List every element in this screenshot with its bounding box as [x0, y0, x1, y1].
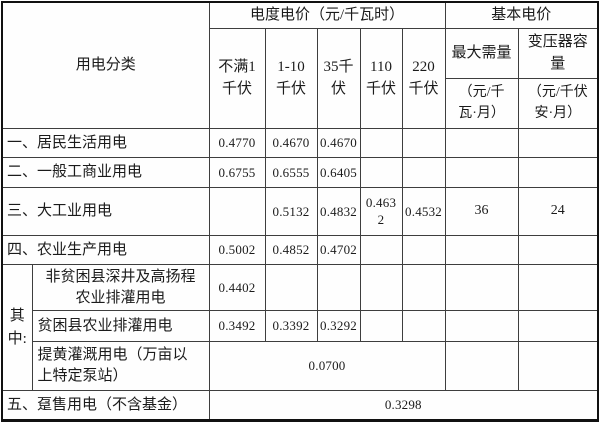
empty-cell [444, 310, 519, 342]
empty-cell [359, 264, 403, 311]
transformer-capacity-unit: （元/千伏 安·月） [517, 78, 599, 129]
price-cell: 0.3392 [264, 310, 318, 342]
price-cell: 0.5002 [208, 235, 266, 265]
empty-cell [264, 264, 318, 311]
merged-price-cell: 0.0700 [208, 341, 446, 391]
merged-price-cell: 0.3298 [208, 390, 599, 421]
empty-cell [444, 341, 519, 391]
sub-row-label: 非贫困县深井及高扬程农业排灌用电 [31, 264, 210, 311]
voltage-header-110kv: 110 千伏 [359, 28, 403, 129]
price-cell: 36 [444, 187, 519, 236]
table-row-residential: 一、居民生活用电 0.4770 0.4670 0.4670 [1, 128, 599, 158]
price-cell: 0.4832 [316, 187, 361, 236]
empty-cell [517, 264, 599, 311]
empty-cell [444, 128, 519, 158]
empty-cell [517, 157, 599, 188]
empty-cell [517, 235, 599, 265]
price-cell: 0.6755 [208, 157, 266, 188]
header-row-voltages: 不满1 千伏 1-10 千伏 35千 伏 110 千伏 220 千伏 最大需量 … [2, 28, 599, 129]
empty-cell [208, 187, 266, 236]
price-cell: 24 [517, 187, 599, 236]
empty-cell [517, 310, 599, 342]
empty-cell [401, 235, 446, 265]
basic-price-header: 基本电价 [444, 1, 599, 29]
table-row-yellow-river-pumping: 提黄灌溉用电（万亩以上特定泵站） 0.0700 [2, 341, 599, 391]
price-cell: 0.4670 [264, 128, 318, 158]
sub-row-label: 提黄灌溉用电（万亩以上特定泵站） [31, 341, 210, 391]
price-cell: 0.4702 [316, 235, 361, 265]
empty-cell [316, 264, 361, 311]
among-which-label: 其中: [1, 264, 33, 391]
max-demand-header: 最大需量 [444, 28, 519, 79]
empty-cell [444, 157, 519, 188]
max-demand-unit: （元/千 瓦·月） [444, 78, 519, 129]
price-cell: 0.4852 [264, 235, 318, 265]
sub-row-label: 贫困县农业排灌用电 [31, 310, 210, 342]
empty-cell [359, 128, 403, 158]
voltage-header-1-10kv: 1-10 千伏 [264, 28, 318, 129]
table-row-commercial: 二、一般工商业用电 0.6755 0.6555 0.6405 [1, 157, 599, 188]
transformer-capacity-header: 变压器容 量 [517, 28, 599, 79]
voltage-header-35kv: 35千 伏 [316, 28, 361, 129]
price-cell: 0.5132 [264, 187, 318, 236]
empty-cell [401, 128, 446, 158]
usage-category-header: 用电分类 [1, 1, 210, 129]
empty-cell [444, 264, 519, 311]
empty-cell [401, 310, 446, 342]
row-label: 二、一般工商业用电 [1, 157, 210, 188]
row-label: 五、趸售用电（不含基金） [1, 390, 210, 421]
price-cell: 0.4632 [359, 187, 403, 236]
price-cell: 0.4532 [401, 187, 446, 236]
empty-cell [444, 235, 519, 265]
voltage-header-220kv: 220 千伏 [401, 28, 446, 129]
price-cell: 0.6405 [316, 157, 361, 188]
empty-cell [517, 341, 599, 391]
price-cell: 0.4402 [208, 264, 266, 311]
table-row-wholesale: 五、趸售用电（不含基金） 0.3298 [1, 390, 599, 421]
table-row-non-poor-irrigation: 其中: 非贫困县深井及高扬程农业排灌用电 0.4402 [1, 264, 599, 391]
empty-cell [401, 264, 446, 311]
price-cell: 0.4770 [208, 128, 266, 158]
empty-cell [359, 235, 403, 265]
header-row-units: （元/千 瓦·月） （元/千伏 安·月） [2, 78, 599, 129]
table-row-poor-county-irrigation: 贫困县农业排灌用电 0.3492 0.3392 0.3292 [2, 310, 599, 342]
price-cell: 0.3492 [208, 310, 266, 342]
voltage-header-under-1kv: 不满1 千伏 [208, 28, 266, 129]
row-label: 一、居民生活用电 [1, 128, 210, 158]
header-row-groups: 用电分类 电度电价（元/千瓦时） 基本电价 [1, 1, 599, 129]
row-label: 四、农业生产用电 [1, 235, 210, 265]
price-cell: 0.4670 [316, 128, 361, 158]
wrapped-price: 0.4632 [365, 194, 397, 227]
row-label: 三、大工业用电 [1, 187, 210, 236]
energy-price-header: 电度电价（元/千瓦时） [208, 1, 446, 29]
empty-cell [517, 128, 599, 158]
empty-cell [359, 310, 403, 342]
table-row-agriculture: 四、农业生产用电 0.5002 0.4852 0.4702 [1, 235, 599, 265]
price-cell: 0.3292 [316, 310, 361, 342]
price-cell: 0.6555 [264, 157, 318, 188]
empty-cell [359, 157, 403, 188]
empty-cell [401, 157, 446, 188]
table-row-large-industry: 三、大工业用电 0.5132 0.4832 0.4632 0.4532 36 2… [1, 187, 599, 236]
